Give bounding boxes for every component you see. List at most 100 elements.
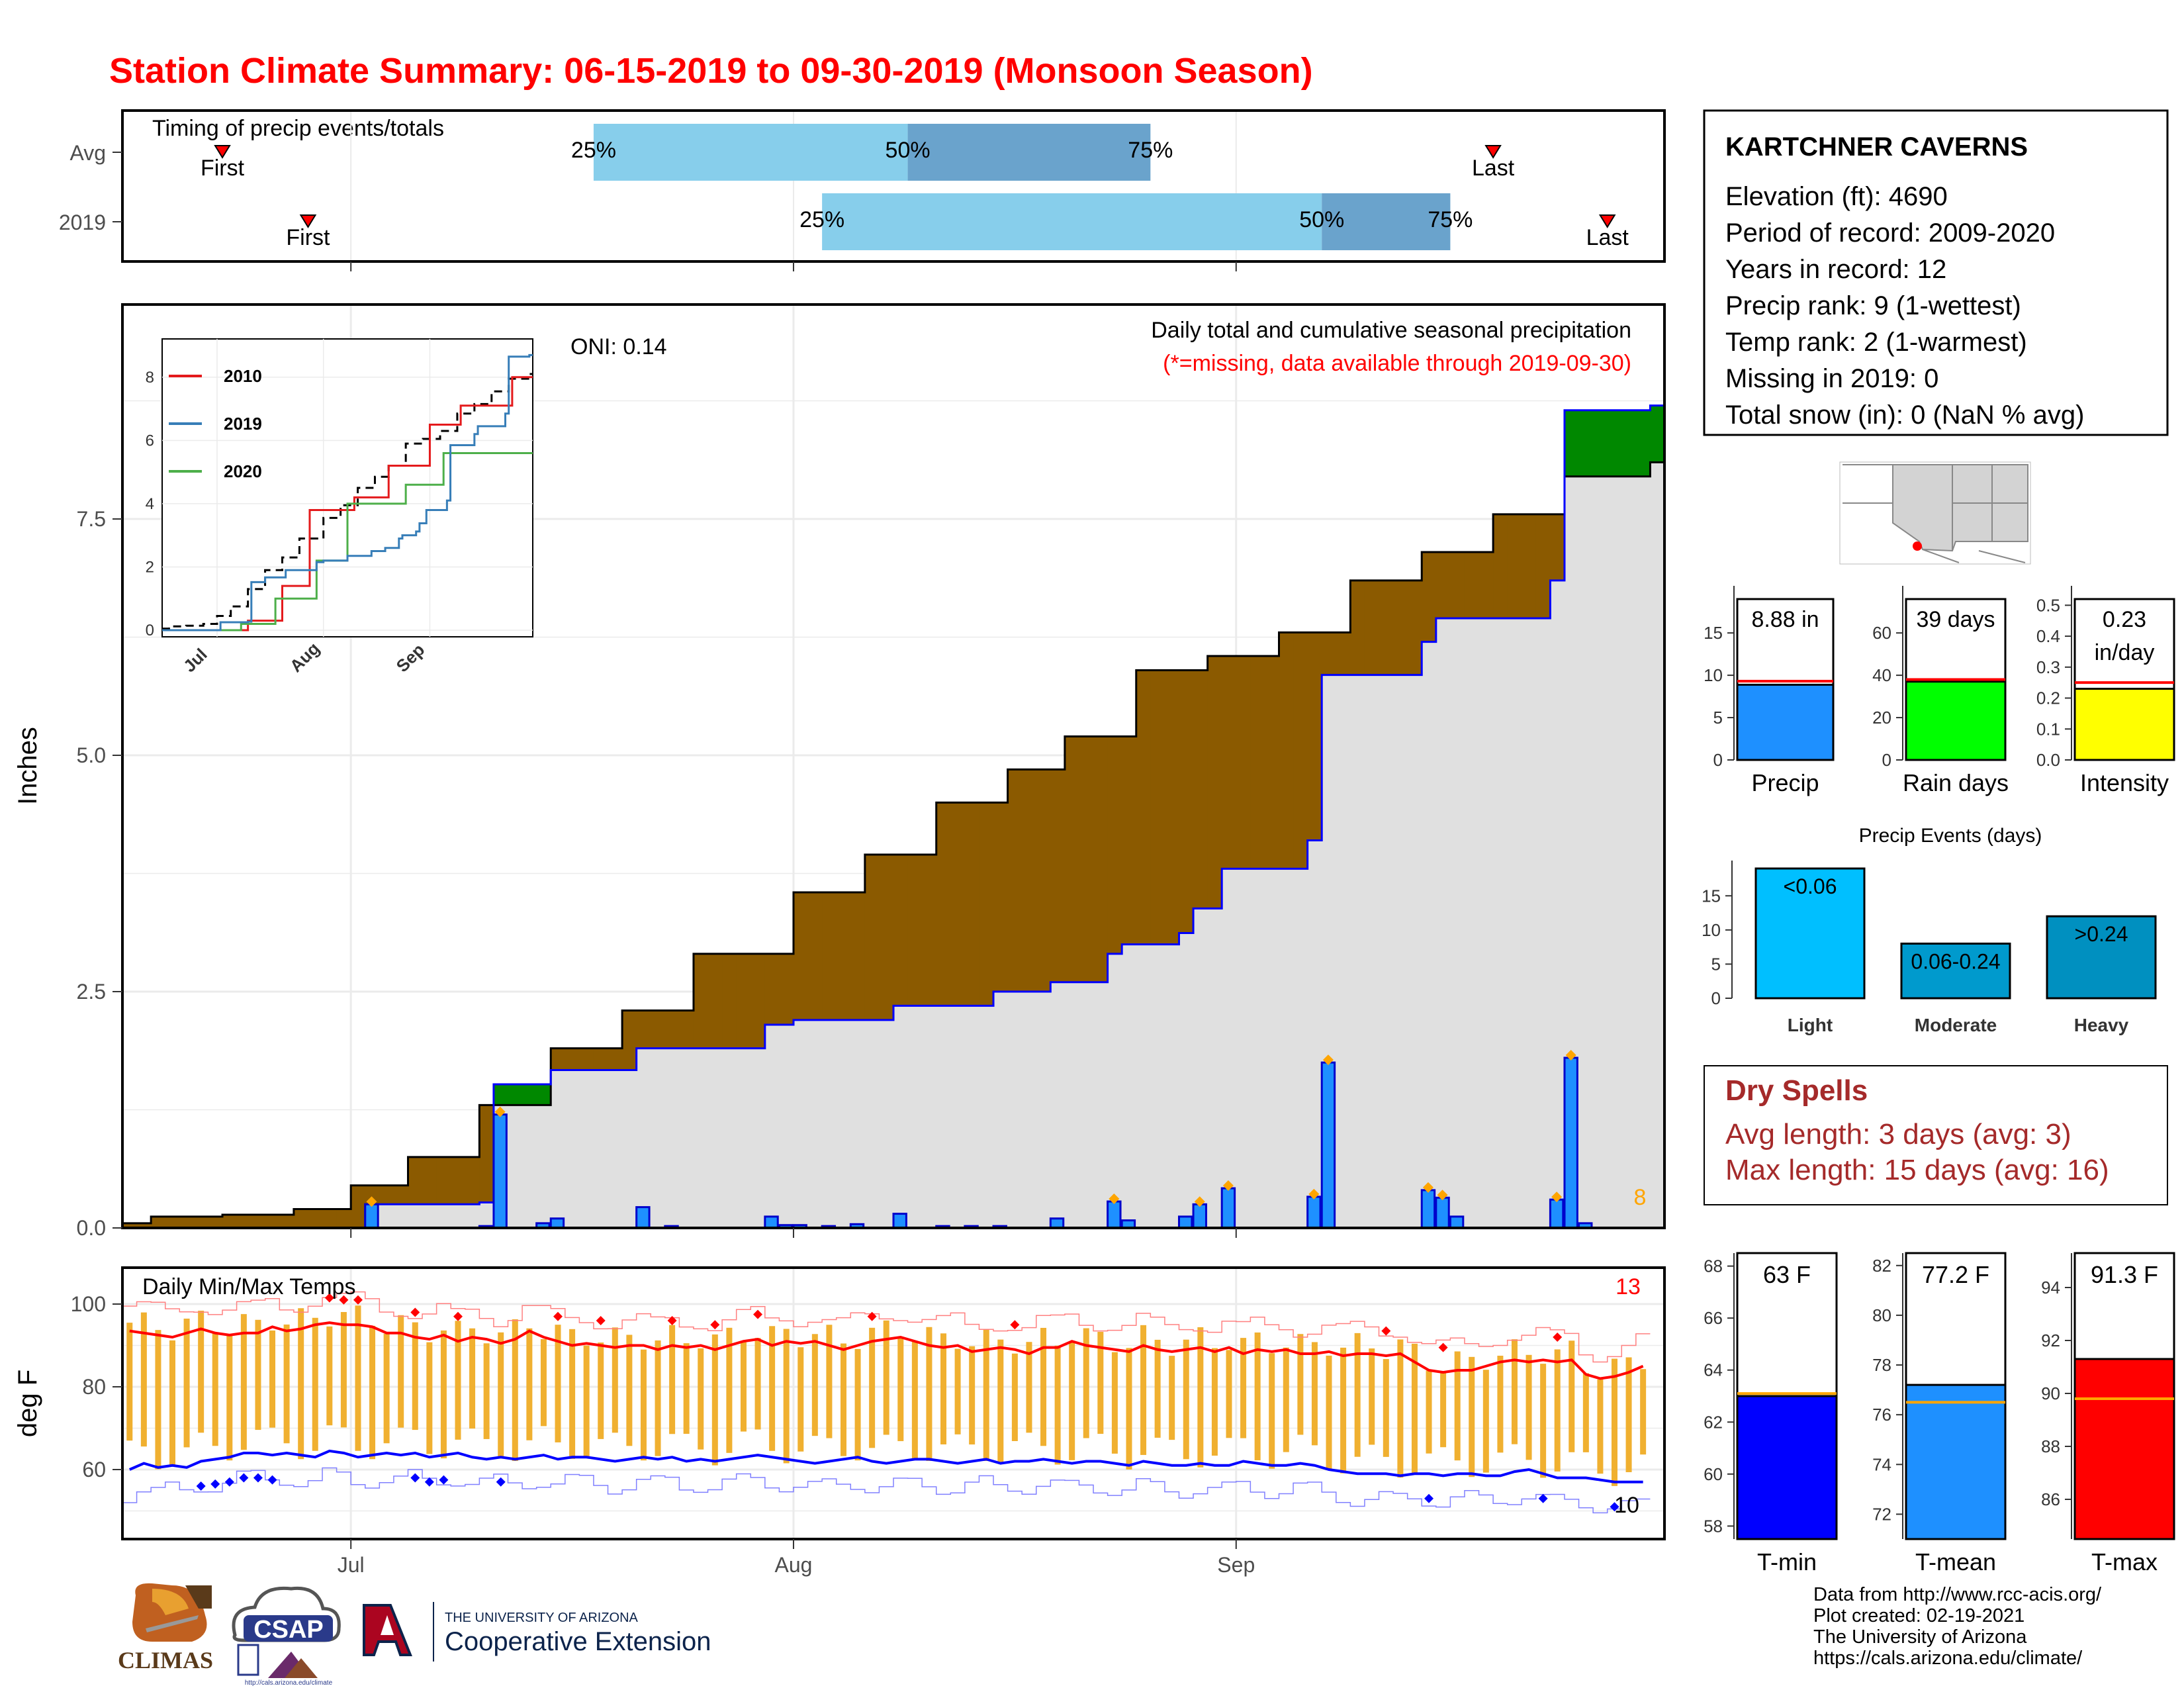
deficit-area <box>379 1185 394 1205</box>
daily-precip-bar <box>1049 1217 1065 1229</box>
temp-bar-value-label: 91.3 F <box>2091 1261 2158 1288</box>
deficit-area <box>993 802 1009 992</box>
daily-temp-range-bar <box>969 1346 976 1445</box>
deficit-area <box>736 953 751 1049</box>
daily-precip-bar <box>1220 1187 1236 1229</box>
daily-temp-range-bar <box>240 1314 247 1450</box>
credit-line: Plot created: 02-19-2021 <box>1813 1605 2025 1626</box>
daily-precip-bar <box>635 1206 651 1229</box>
temp-bar-ytick-label: 60 <box>1704 1464 1723 1484</box>
x-tick-label: Sep <box>1217 1553 1255 1577</box>
surplus-area <box>1578 410 1594 477</box>
daily-temp-range-bar <box>126 1323 133 1441</box>
cumulative-2019-line <box>122 404 1664 1229</box>
deficit-area <box>707 953 723 1049</box>
deficit-area <box>593 1048 609 1070</box>
csap-logo: CSAP http://cals.arizona.edu/climate <box>232 1586 341 1687</box>
x-tick-label: Aug <box>775 1553 813 1577</box>
daily-temp-range-bar <box>769 1326 776 1451</box>
deficit-area <box>579 1048 594 1070</box>
credits-text: Data from http://www.rcc-acis.org/Plot c… <box>1813 1584 2102 1669</box>
temp-bar-ytick-label: 82 <box>1872 1256 1891 1276</box>
daily-precip-bar <box>1435 1196 1450 1229</box>
dry-spells-box: Dry Spells Avg length: 3 days (avg: 3) M… <box>1704 1065 2168 1205</box>
deficit-area <box>236 1215 251 1228</box>
precip-rank-marker <box>1308 1188 1320 1199</box>
daily-temp-range-bar <box>997 1339 1004 1463</box>
daily-temp-range-bar <box>340 1312 347 1428</box>
deficit-area <box>1107 736 1122 954</box>
locator-map <box>1839 461 2031 565</box>
daily-temp-range-bar <box>283 1324 290 1444</box>
deficit-area <box>822 892 837 1020</box>
temp-count-max: 13 <box>1615 1274 1641 1299</box>
summary-ytick-label: 0.3 <box>2036 657 2060 677</box>
event-bar-heavy <box>2046 915 2157 1000</box>
daily-precip-bar <box>1192 1203 1207 1229</box>
deficit-area <box>751 953 766 1049</box>
record-min-marker <box>1538 1493 1548 1503</box>
deficit-area <box>1050 769 1066 982</box>
station-info-line: Period of record: 2009-2020 <box>1725 218 2055 248</box>
daily-temp-range-bar <box>226 1334 233 1461</box>
record-max-marker <box>1438 1342 1448 1352</box>
deficit-area <box>451 1156 466 1205</box>
deficit-area <box>850 892 866 1020</box>
deficit-area <box>1264 656 1280 869</box>
timing-q75-label: 75% <box>1428 207 1473 232</box>
daily-temp-range-bar <box>1469 1356 1475 1477</box>
deficit-area <box>651 1010 666 1049</box>
record-min-marker <box>439 1475 449 1485</box>
daily-temp-range-bar <box>1054 1345 1061 1465</box>
daily-precip-bar <box>492 1113 508 1229</box>
record-min-marker <box>267 1475 277 1485</box>
daily-temp-range-bar <box>1297 1334 1304 1435</box>
deficit-area <box>1007 769 1023 992</box>
temp-bar-ytick-label: 86 <box>2041 1489 2060 1509</box>
events-ytick-label: 5 <box>1711 954 1721 974</box>
below-normal-cumulative-area <box>122 462 1664 1228</box>
events-title: Precip Events (days) <box>1859 825 2042 847</box>
precip-ytick-label: 7.5 <box>77 507 106 531</box>
record-min-marker <box>424 1477 434 1487</box>
daily-temp-range-bar <box>512 1319 518 1462</box>
deficit-area <box>1036 769 1051 992</box>
deficit-area <box>1450 551 1465 618</box>
station-info-line: Precip rank: 9 (1-wettest) <box>1725 291 2021 320</box>
deficit-area <box>1150 670 1165 945</box>
timing-marker <box>1598 214 1616 228</box>
daily-precip-bar <box>1107 1200 1122 1229</box>
deficit-area <box>893 854 909 1006</box>
record-max-marker <box>596 1316 606 1325</box>
deficit-area <box>1207 656 1222 909</box>
daily-temp-range-bar <box>369 1325 376 1460</box>
daily-temp-range-bar <box>1440 1372 1447 1448</box>
deficit-area <box>1379 580 1394 675</box>
record-min-marker <box>1424 1493 1434 1503</box>
timing-panel-title: Timing of precip events/totals <box>152 116 444 141</box>
daily-temp-range-bar <box>897 1336 904 1442</box>
deficit-area <box>679 1010 694 1049</box>
inset-ytick-label: 4 <box>146 495 154 513</box>
daily-temp-range-bar <box>1640 1369 1647 1455</box>
temp-bar-value-label: 63 F <box>1763 1261 1811 1288</box>
daily-temp-range-bar <box>1326 1355 1332 1470</box>
timing-q25-label: 25% <box>799 207 844 232</box>
temp-bar-name: T-max <box>2091 1548 2158 1575</box>
temp-bar-ytick-label: 58 <box>1704 1516 1723 1536</box>
daily-temp-range-bar <box>854 1348 861 1461</box>
daily-temp-range-bar <box>911 1341 918 1459</box>
daily-temp-range-bar <box>383 1333 390 1444</box>
inset-legend-label: 2010 <box>224 366 262 386</box>
cumulative-avg-line <box>122 461 1664 1225</box>
logos: CLIMAS CSAP http://cals.arizona.edu/clim… <box>118 1583 711 1687</box>
daily-temp-range-bar <box>612 1327 618 1433</box>
credit-line: Data from http://www.rcc-acis.org/ <box>1813 1584 2102 1605</box>
event-bar-label: 0.06-0.24 <box>1911 949 2000 973</box>
station-info-box: KARTCHNER CAVERNS Elevation (ft): 4690 Pe… <box>1703 109 2169 436</box>
daily-temp-range-bar <box>1154 1339 1161 1438</box>
summary-bar-name: Precip <box>1751 769 1819 796</box>
deficit-area <box>479 1105 494 1203</box>
avg-max-temp-line <box>129 1321 1644 1380</box>
daily-temp-range-bar <box>1040 1327 1047 1446</box>
